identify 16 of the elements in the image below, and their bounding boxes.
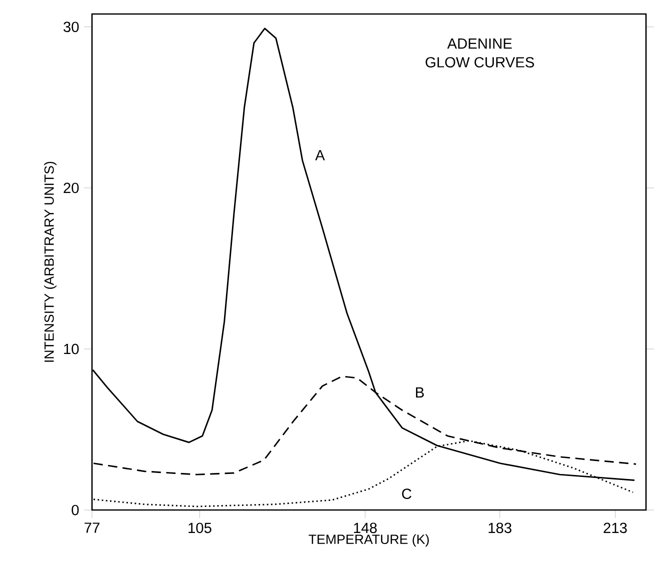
text: GLOW CURVES <box>426 57 534 68</box>
x-tick-label: 213 <box>604 522 627 534</box>
series-label: B <box>416 387 424 398</box>
x-axis-title: TEMPERATURE (K) <box>308 534 429 547</box>
y-axis-title: INTENSITY (ARBITRARY UNITS) <box>44 162 56 362</box>
x-tick-label: 183 <box>488 522 512 534</box>
text: ADENINE <box>447 38 512 49</box>
y-tick-label: 0 <box>72 504 79 516</box>
x-tick-label: 105 <box>188 522 212 534</box>
series-label: A <box>315 150 325 160</box>
y-tick-label: 10 <box>64 344 79 354</box>
y-tick-label: 30 <box>64 22 79 32</box>
x-tick-label: 77 <box>84 522 100 533</box>
series-label: C <box>402 488 412 500</box>
x-tick-label: 148 <box>354 522 377 534</box>
y-tick-label: 20 <box>64 182 79 194</box>
